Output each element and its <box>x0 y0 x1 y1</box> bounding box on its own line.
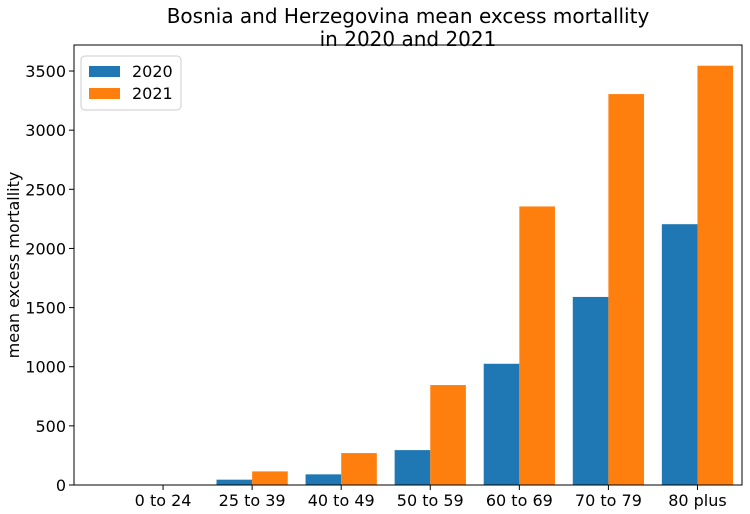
bar-2020-2 <box>305 474 342 485</box>
bar-2021-1 <box>252 471 288 485</box>
y-tick-label: 1000 <box>25 358 66 377</box>
x-tick-label: 80 plus <box>668 491 727 510</box>
chart-title-line-1: Bosnia and Herzegovina mean excess morta… <box>167 4 650 28</box>
x-tick-label: 50 to 59 <box>397 491 464 510</box>
legend-label-2021: 2021 <box>132 84 173 103</box>
legend: 2020 2021 <box>80 55 182 111</box>
chart-title-line-2: in 2020 and 2021 <box>320 27 497 51</box>
x-tick-label: 0 to 24 <box>135 491 192 510</box>
x-tick-label: 40 to 49 <box>308 491 375 510</box>
x-axis: 0 to 24 25 to 39 40 to 49 50 to 59 60 to 69 7… <box>135 485 727 510</box>
bar-2021-6 <box>697 65 734 486</box>
bar-2020-4 <box>483 363 520 485</box>
y-tick-label: 0 <box>56 476 66 495</box>
legend-label-2020: 2020 <box>132 62 173 81</box>
y-tick-label: 3500 <box>25 62 66 81</box>
bars-group <box>216 65 734 486</box>
y-axis-label: mean excess mortallity <box>4 172 23 359</box>
x-tick-label: 25 to 39 <box>219 491 286 510</box>
x-tick-label: 60 to 69 <box>486 491 553 510</box>
bar-2021-2 <box>341 453 377 485</box>
bar-2020-5 <box>572 296 609 485</box>
bar-2021-3 <box>430 385 466 485</box>
bar-2021-4 <box>519 206 555 486</box>
bar-2020-6 <box>661 224 698 485</box>
y-axis: 0 500 1000 1500 2000 2500 3000 3500 <box>25 62 74 495</box>
y-tick-label: 1500 <box>25 299 66 318</box>
plot-frame <box>73 44 743 486</box>
y-tick-label: 3000 <box>25 121 66 140</box>
y-tick-label: 2500 <box>25 180 66 199</box>
bar-2020-3 <box>394 450 431 485</box>
x-tick-label: 70 to 79 <box>575 491 642 510</box>
bar-2021-5 <box>608 94 645 485</box>
legend-swatch-2020 <box>89 66 120 77</box>
y-tick-label: 500 <box>35 417 66 436</box>
legend-swatch-2021 <box>89 88 120 99</box>
y-tick-label: 2000 <box>25 239 66 258</box>
bar-2020-1 <box>216 479 253 485</box>
